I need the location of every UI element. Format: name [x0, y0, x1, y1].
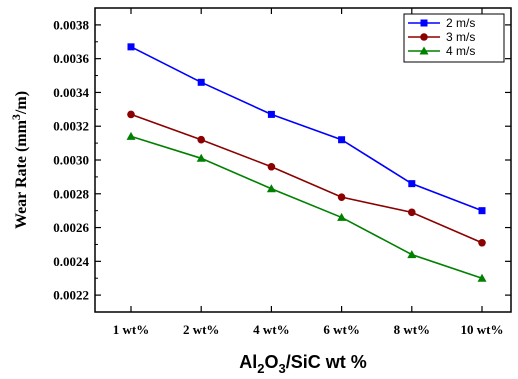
- data-point: [408, 208, 416, 217]
- data-point: [408, 180, 416, 188]
- x-tick-label: 6 wt%: [323, 322, 359, 337]
- data-point: [478, 207, 486, 215]
- series-line: [130, 113, 483, 244]
- legend-marker: [420, 19, 428, 27]
- series-line: [130, 135, 483, 279]
- y-axis-title: Wear Rate (mm3/m): [9, 91, 30, 229]
- x-axis: 1 wt% 2 wt% 4 wt% 6 wt% 8 wt% 10 wt%: [113, 8, 504, 337]
- y-tick-label: 0.0038: [53, 17, 89, 32]
- data-point: [127, 110, 135, 119]
- x-tick-label: 10 wt%: [461, 322, 504, 337]
- y-tick-label: 0.0032: [53, 119, 89, 134]
- legend-marker: [419, 46, 429, 55]
- legend-item: 3 m/s: [408, 30, 475, 44]
- y-tick-label: 0.0030: [53, 153, 89, 168]
- data-point: [197, 78, 205, 86]
- y-tick-label: 0.0034: [53, 85, 89, 100]
- x-tick-label: 8 wt%: [394, 322, 430, 337]
- y-tick-label: 0.0022: [53, 288, 89, 303]
- series-1: [127, 43, 486, 215]
- legend: 2 m/s3 m/s4 m/s: [403, 13, 505, 63]
- legend-marker: [420, 33, 428, 41]
- y-axis: 0.0022 0.0024 0.0026 0.0028 0.0030 0.0032 0.00…: [53, 17, 511, 303]
- y-tick-label: 0.0024: [53, 254, 89, 269]
- data-point: [126, 131, 136, 140]
- x-tick-label: 4 wt%: [253, 322, 289, 337]
- legend-item: 2 m/s: [408, 16, 475, 30]
- data-point: [337, 212, 347, 221]
- y-tick-label: 0.0036: [53, 51, 89, 66]
- data-point: [477, 273, 487, 282]
- x-tick-label: 2 wt%: [183, 322, 219, 337]
- x-tick-label: 1 wt%: [113, 322, 149, 337]
- legend-label: 2 m/s: [446, 16, 475, 30]
- y-tick-label: 0.0028: [53, 186, 89, 201]
- data-point: [266, 184, 276, 193]
- data-point: [338, 136, 346, 144]
- data-point: [478, 238, 486, 247]
- data-point: [267, 110, 275, 118]
- legend-item: 4 m/s: [408, 44, 475, 58]
- legend-label: 4 m/s: [446, 44, 475, 58]
- y-tick-label: 0.0026: [53, 220, 89, 235]
- series-line: [130, 46, 483, 212]
- data-point: [197, 135, 205, 144]
- series-layer: [126, 43, 487, 282]
- data-point: [196, 153, 206, 162]
- data-point: [267, 162, 276, 171]
- data-point: [337, 193, 346, 201]
- data-point: [407, 250, 417, 259]
- series-3: [126, 131, 487, 282]
- legend-label: 3 m/s: [446, 30, 475, 44]
- data-point: [127, 43, 135, 51]
- x-axis-title: Al2O3/SiC wt %: [239, 352, 367, 376]
- series-2: [127, 110, 486, 247]
